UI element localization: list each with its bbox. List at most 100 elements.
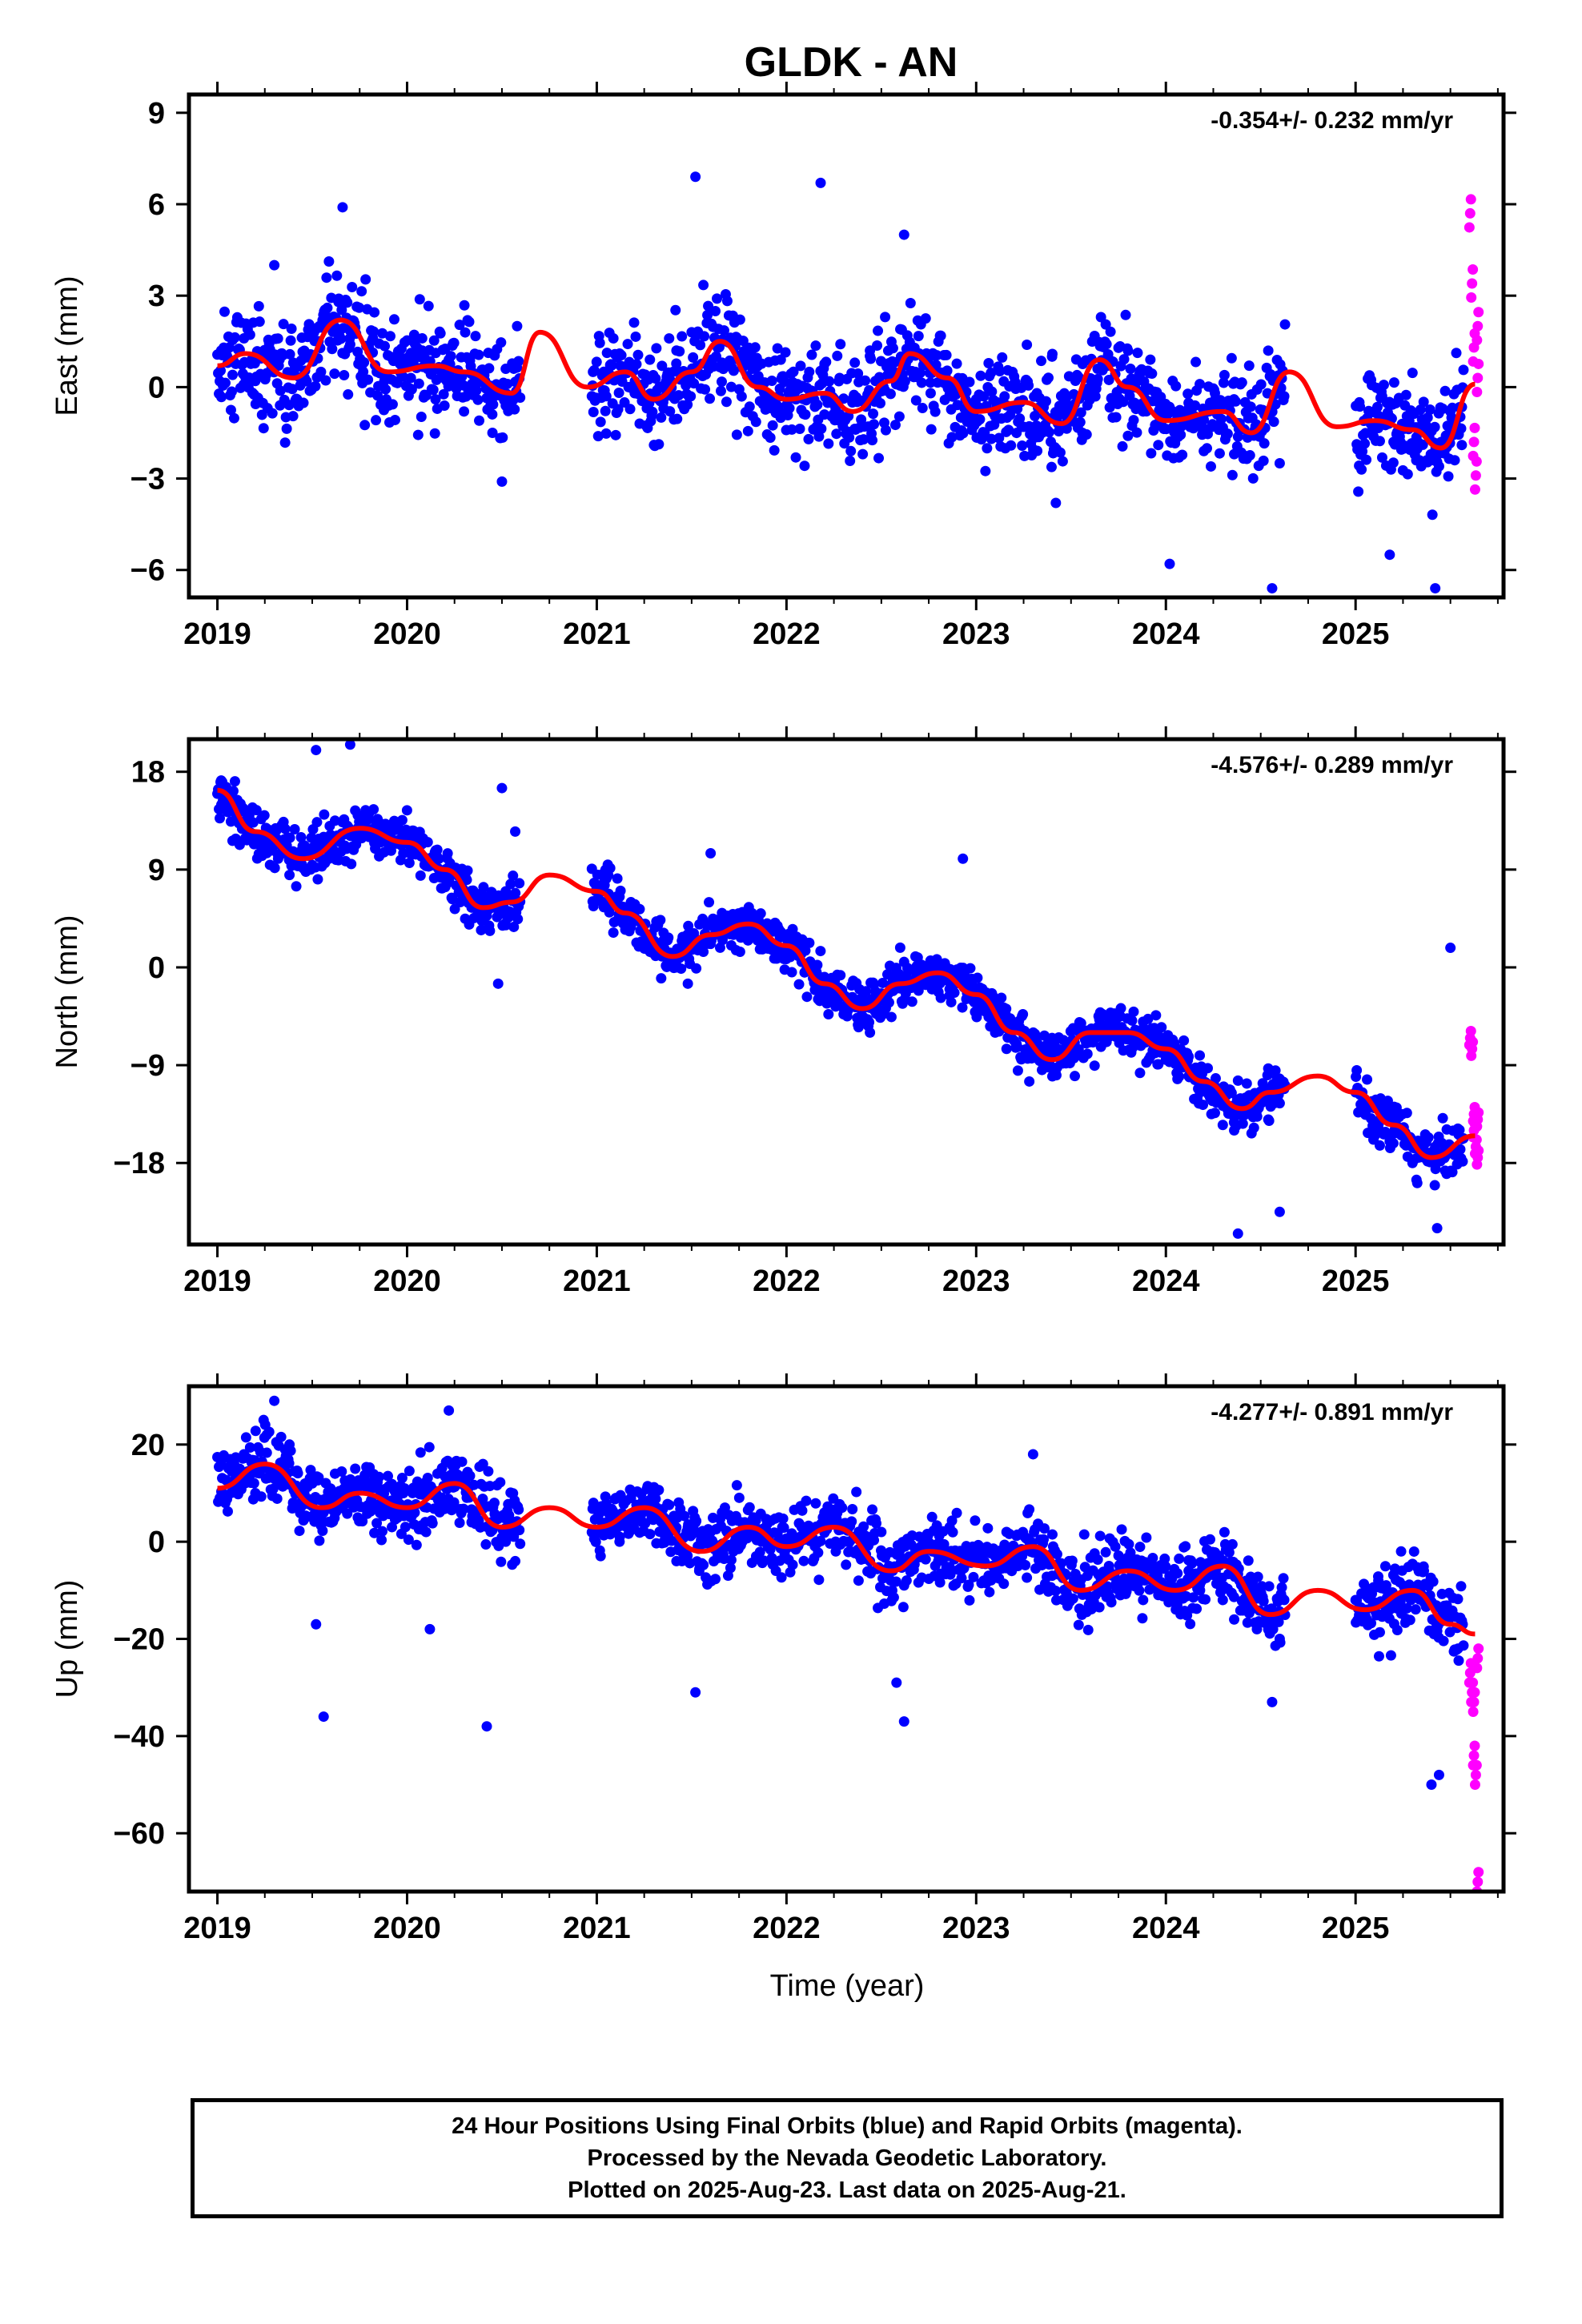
final-point: [1232, 1228, 1243, 1239]
final-point: [333, 293, 344, 304]
final-point: [830, 995, 841, 1006]
final-point: [1441, 1168, 1452, 1180]
rapid-point: [1469, 1687, 1480, 1698]
final-point: [1024, 1076, 1035, 1087]
final-point: [392, 354, 404, 365]
final-point: [487, 427, 498, 438]
x-tick-label: 2020: [373, 1265, 441, 1298]
final-point: [1362, 1074, 1373, 1085]
final-point: [1118, 354, 1130, 365]
rapid-point: [1468, 1750, 1480, 1761]
final-point: [254, 316, 265, 328]
final-point: [1014, 413, 1026, 424]
final-point: [1016, 421, 1027, 432]
final-point: [942, 365, 953, 376]
final-point: [968, 1571, 979, 1582]
final-point: [1456, 1581, 1467, 1592]
final-point: [500, 886, 512, 897]
final-point: [704, 897, 715, 908]
final-point: [1268, 416, 1279, 428]
final-point: [1431, 1223, 1443, 1234]
final-point: [784, 403, 795, 414]
final-point: [600, 405, 611, 416]
final-point: [1200, 1594, 1211, 1605]
final-point: [1423, 1132, 1434, 1143]
y-tick-label: −20: [114, 1623, 165, 1657]
final-point: [877, 977, 888, 988]
final-point: [632, 349, 644, 360]
final-point: [269, 1395, 280, 1406]
final-point: [215, 1458, 227, 1470]
final-point: [688, 352, 699, 363]
final-point: [917, 403, 928, 414]
final-point: [951, 358, 962, 369]
final-point: [396, 1473, 408, 1484]
final-point: [1385, 1650, 1396, 1661]
final-point: [880, 424, 891, 436]
final-point: [464, 1470, 476, 1482]
final-point: [810, 1498, 821, 1509]
final-point: [473, 349, 484, 360]
plot-frame: [187, 1384, 1506, 1894]
final-point: [1046, 1032, 1058, 1043]
x-tick-label: 2024: [1132, 1265, 1200, 1298]
final-point: [481, 1721, 492, 1732]
final-point: [951, 1507, 962, 1518]
final-point: [1180, 1541, 1191, 1552]
final-point: [344, 739, 355, 750]
final-point: [1380, 1580, 1391, 1591]
final-point: [1191, 1603, 1203, 1614]
final-point: [890, 1576, 901, 1587]
final-point: [997, 352, 1008, 363]
final-point: [279, 823, 291, 834]
final-point: [1263, 1581, 1275, 1592]
rapid-point: [1468, 1696, 1480, 1707]
final-point: [1401, 1108, 1412, 1119]
final-point: [359, 1470, 371, 1481]
y-tick-label: −3: [130, 463, 165, 497]
final-point: [660, 1526, 671, 1538]
rate-annotation: -4.576+/- 0.289 mm/yr: [1211, 752, 1453, 778]
final-point: [851, 1486, 862, 1498]
final-point: [801, 1495, 812, 1506]
final-point: [375, 837, 386, 848]
final-point: [795, 360, 806, 372]
final-point: [500, 1536, 512, 1547]
final-point: [799, 460, 810, 472]
final-point: [1443, 471, 1454, 482]
rapid-point: [1469, 1118, 1480, 1129]
final-point: [377, 1526, 388, 1537]
final-point: [359, 420, 371, 431]
final-point: [986, 433, 997, 444]
final-point: [331, 270, 343, 281]
final-point: [604, 907, 615, 918]
final-point: [222, 1506, 233, 1517]
final-point: [474, 415, 485, 426]
final-point: [398, 847, 409, 858]
final-point: [389, 414, 400, 425]
final-point: [225, 404, 236, 416]
final-point: [1070, 1575, 1081, 1586]
final-point: [891, 1677, 902, 1688]
final-point: [1376, 391, 1387, 402]
final-point: [228, 412, 239, 424]
final-point: [831, 428, 842, 440]
final-point: [895, 324, 906, 335]
final-point: [1022, 1572, 1033, 1583]
final-point: [335, 333, 347, 344]
final-point: [1178, 1035, 1190, 1046]
final-point: [834, 372, 845, 384]
final-point: [496, 337, 507, 348]
final-point: [588, 406, 599, 417]
final-point: [1263, 1114, 1274, 1125]
final-point: [935, 330, 946, 341]
final-point: [600, 428, 612, 439]
final-point: [1384, 1136, 1395, 1147]
rapid-point: [1468, 263, 1479, 275]
final-point: [414, 294, 425, 305]
final-point: [289, 823, 300, 834]
final-point: [432, 844, 443, 855]
final-point: [608, 927, 619, 939]
final-point: [750, 1550, 761, 1562]
final-point: [1183, 1051, 1195, 1062]
